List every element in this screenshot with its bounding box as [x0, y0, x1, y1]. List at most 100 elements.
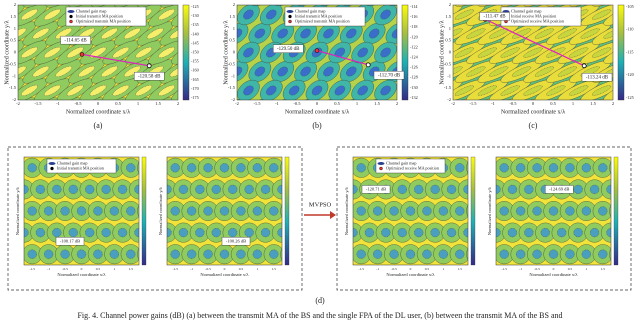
contour-core: [323, 28, 334, 39]
contour-core: [32, 66, 50, 77]
contour-blob: [137, 201, 139, 221]
contour-core: [203, 249, 213, 259]
contour-core: [569, 85, 589, 96]
x-tick-label: -0.5: [74, 101, 82, 106]
contour-core: [289, 85, 300, 96]
contour-blob: [601, 179, 611, 200]
contour-core: [422, 206, 432, 216]
contour-blob: [439, 134, 464, 159]
contour-core: [534, 28, 554, 39]
contour-core: [380, 141, 391, 152]
contour-blob: [615, 177, 640, 202]
y-tick-label: 1.5: [229, 14, 235, 19]
contour-blob: [253, 134, 278, 159]
contour-blob: [472, 220, 497, 245]
annotation-box: [581, 72, 613, 82]
contour-core: [516, 249, 526, 259]
contour-core: [488, 0, 509, 2]
contour-blob: [171, 40, 178, 65]
contour-blob: [613, 19, 640, 49]
contour-core: [44, 206, 54, 216]
contour-blob: [280, 201, 282, 221]
contour-core: [512, 66, 532, 77]
contour-core: [622, 227, 633, 238]
contour-core: [446, 270, 457, 281]
contour-core: [228, 228, 238, 238]
contour-core: [27, 249, 37, 259]
annotation: -100.26 dB: [226, 238, 246, 243]
contour-core: [357, 85, 368, 96]
contour-core: [43, 9, 61, 20]
contour-core: [580, 28, 600, 39]
optimized-point: [79, 52, 85, 57]
contour-core: [625, 103, 640, 116]
contour-blob: [423, 134, 448, 159]
annotation-box: [221, 237, 251, 246]
contour-blob: [286, 220, 311, 245]
contour-core: [565, 163, 575, 173]
contour-core: [499, 163, 509, 173]
contour-core: [227, 141, 238, 152]
legend-box: [375, 158, 446, 174]
contour-core: [500, 85, 520, 96]
contour-core: [465, 0, 486, 2]
contour-core: [243, 85, 254, 96]
contour-core: [276, 270, 287, 281]
contour-core: [66, 85, 84, 96]
contour-core: [77, 0, 96, 3]
contour-core: [236, 163, 246, 173]
legend-icon: [286, 10, 294, 13]
contour-core: [500, 47, 520, 58]
caption: Fig. 4. Channel power gains (dB) (a) bet…: [77, 311, 562, 320]
contour-core: [364, 228, 375, 238]
contour-core: [101, 184, 111, 194]
colorbar: [401, 4, 409, 101]
contour-core: [581, 206, 591, 216]
x-tick-label: -2: [235, 101, 239, 106]
legend-icon: [69, 14, 73, 19]
contour-blob: [171, 5, 178, 27]
plot-frame: [23, 156, 140, 266]
contour-blob: [11, 134, 36, 159]
contour-core: [52, 184, 62, 194]
contour-core: [603, 0, 624, 2]
contour-core: [187, 249, 197, 259]
contour-core: [112, 85, 130, 96]
x-tick-label: 0: [224, 267, 226, 271]
y-tick-label: 1.5: [445, 14, 451, 19]
contour-core: [397, 141, 408, 152]
contour-core: [592, 85, 612, 96]
colorbar-tick-label: -116: [410, 14, 418, 19]
contour-core: [203, 206, 213, 216]
contour-core: [557, 28, 577, 39]
contour-core: [581, 249, 591, 259]
contour-core: [356, 249, 366, 259]
y-tick-label: 2: [233, 2, 235, 7]
x-tick-label: 0.5: [115, 101, 121, 106]
contour-core: [66, 47, 84, 58]
contour-blob: [137, 244, 139, 265]
contour-core: [266, 9, 277, 20]
contour-core: [523, 47, 543, 58]
contour-core: [293, 184, 304, 195]
contour-core: [507, 270, 518, 281]
contour-core: [482, 162, 493, 173]
contour-core: [161, 141, 172, 152]
contour-core: [269, 249, 279, 259]
colorbar-tick-label: -120: [626, 72, 634, 77]
contour-core: [32, 28, 50, 39]
contour-blob: [280, 244, 282, 265]
contour-blob: [357, 134, 382, 159]
contour-blob: [455, 134, 480, 159]
x-tick-label: 1.5: [374, 101, 380, 106]
x-axis-label: Normalized coordinate x/λ: [285, 109, 349, 115]
contour-core: [614, 8, 635, 21]
contour-core: [266, 85, 277, 96]
y-tick-label: 0.5: [10, 38, 16, 43]
contour-core: [219, 163, 230, 173]
contour-core: [252, 163, 262, 173]
contour-core: [422, 249, 432, 259]
contour-core: [178, 184, 189, 194]
panel-label: (d): [315, 296, 325, 305]
contour-core: [565, 206, 575, 216]
